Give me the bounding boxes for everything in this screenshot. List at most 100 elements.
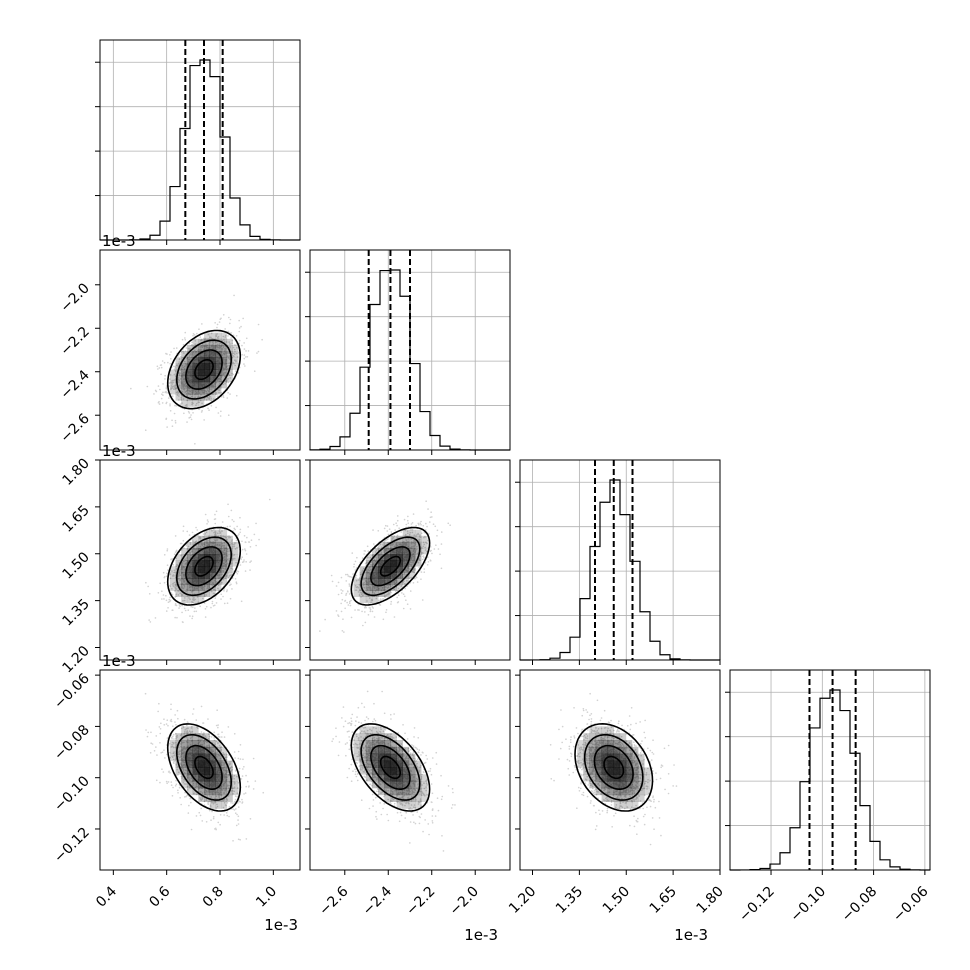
density-cell bbox=[204, 781, 210, 789]
density-cell bbox=[408, 774, 416, 782]
density-cell bbox=[632, 746, 639, 755]
density-cell bbox=[181, 566, 188, 573]
density-cell bbox=[192, 535, 199, 543]
density-cell bbox=[232, 541, 239, 549]
density-cell bbox=[607, 767, 615, 775]
panel-frame bbox=[519, 459, 721, 661]
density-cell bbox=[371, 554, 379, 561]
density-cell bbox=[221, 801, 228, 809]
density-cell bbox=[378, 787, 385, 796]
density-cell bbox=[390, 760, 397, 768]
x-tick-label-2-2: 1.50 bbox=[600, 884, 633, 917]
density-cell bbox=[186, 726, 193, 734]
density-cell bbox=[192, 740, 199, 748]
density-cell bbox=[209, 566, 216, 573]
density-cell bbox=[215, 357, 222, 364]
density-cell bbox=[204, 547, 210, 555]
density-cell bbox=[421, 781, 428, 789]
density-cell bbox=[408, 547, 416, 555]
density-cell bbox=[175, 554, 182, 561]
density-cell bbox=[371, 753, 379, 761]
density-cell bbox=[192, 726, 199, 734]
density-cell bbox=[181, 753, 188, 761]
density-cell bbox=[396, 787, 404, 796]
x-tick-label-0-2: 0.8 bbox=[200, 884, 227, 911]
density-cell bbox=[192, 375, 199, 383]
density-cell bbox=[209, 351, 216, 358]
y-tick-label-3-2: −0.08 bbox=[51, 722, 93, 764]
density-cell bbox=[371, 774, 379, 782]
panel-frame bbox=[309, 249, 511, 451]
density-cell bbox=[175, 394, 182, 401]
density-cell bbox=[209, 381, 216, 389]
density-cell bbox=[384, 566, 391, 573]
density-cell bbox=[181, 584, 188, 591]
density-cell bbox=[415, 794, 422, 802]
density-cell bbox=[638, 753, 645, 761]
density-cell bbox=[198, 535, 205, 543]
density-cell bbox=[384, 560, 391, 567]
density-cell bbox=[181, 560, 188, 567]
density-cell bbox=[192, 767, 199, 775]
hist-panel-1 bbox=[305, 249, 511, 451]
density-cell bbox=[353, 753, 360, 761]
density-cell bbox=[359, 590, 367, 597]
density-cell bbox=[402, 547, 410, 555]
panel-frame bbox=[99, 249, 301, 451]
density-cell bbox=[396, 801, 404, 809]
density-cell bbox=[644, 781, 651, 789]
density-cell bbox=[613, 767, 621, 775]
density-cell bbox=[221, 338, 228, 346]
density-cell bbox=[421, 787, 428, 796]
density-cell bbox=[215, 584, 222, 591]
density-cell bbox=[402, 746, 410, 755]
density-cell bbox=[607, 726, 615, 734]
density-cell bbox=[215, 572, 222, 579]
density-cell bbox=[619, 794, 627, 802]
density-cell bbox=[378, 584, 385, 591]
density-cell bbox=[186, 541, 193, 549]
density-cell bbox=[408, 753, 416, 761]
density-cell bbox=[169, 381, 176, 389]
density-cell bbox=[607, 753, 615, 761]
density-cell bbox=[215, 801, 222, 809]
density-cell bbox=[359, 584, 367, 591]
density-cell bbox=[204, 338, 210, 346]
density-cell bbox=[181, 596, 188, 604]
density-cell bbox=[408, 801, 416, 809]
density-cell bbox=[198, 400, 205, 407]
panel-frame bbox=[309, 669, 511, 871]
y-tick-label-1-3: −2.0 bbox=[57, 280, 92, 315]
density-cell bbox=[365, 584, 373, 591]
density-cell bbox=[378, 740, 385, 748]
density-cell bbox=[181, 740, 188, 748]
density-cell bbox=[353, 590, 360, 597]
density-cell bbox=[226, 338, 233, 346]
contour-line bbox=[185, 349, 223, 390]
density-cell bbox=[613, 801, 621, 809]
density-cell bbox=[232, 781, 239, 789]
density-cell bbox=[198, 794, 205, 802]
density-cell bbox=[607, 746, 615, 755]
density-cell bbox=[215, 794, 222, 802]
density-cell bbox=[632, 781, 639, 789]
density-cell bbox=[589, 767, 596, 775]
density-cell bbox=[632, 787, 639, 796]
density-cell bbox=[371, 781, 379, 789]
density-cell bbox=[421, 535, 428, 543]
contour-line bbox=[166, 329, 242, 410]
density-cell bbox=[192, 753, 199, 761]
contour-line bbox=[370, 546, 411, 587]
contour-line bbox=[370, 744, 411, 790]
density-cell bbox=[169, 753, 176, 761]
density-cell bbox=[577, 753, 584, 761]
density-cell bbox=[198, 787, 205, 796]
density-cell bbox=[192, 746, 199, 755]
density-cell bbox=[232, 344, 239, 352]
density-cell bbox=[181, 388, 188, 395]
density-cell bbox=[390, 566, 397, 573]
density-cell bbox=[204, 529, 210, 537]
density-cell bbox=[192, 547, 199, 555]
density-cell bbox=[204, 767, 210, 775]
density-cell bbox=[215, 774, 222, 782]
